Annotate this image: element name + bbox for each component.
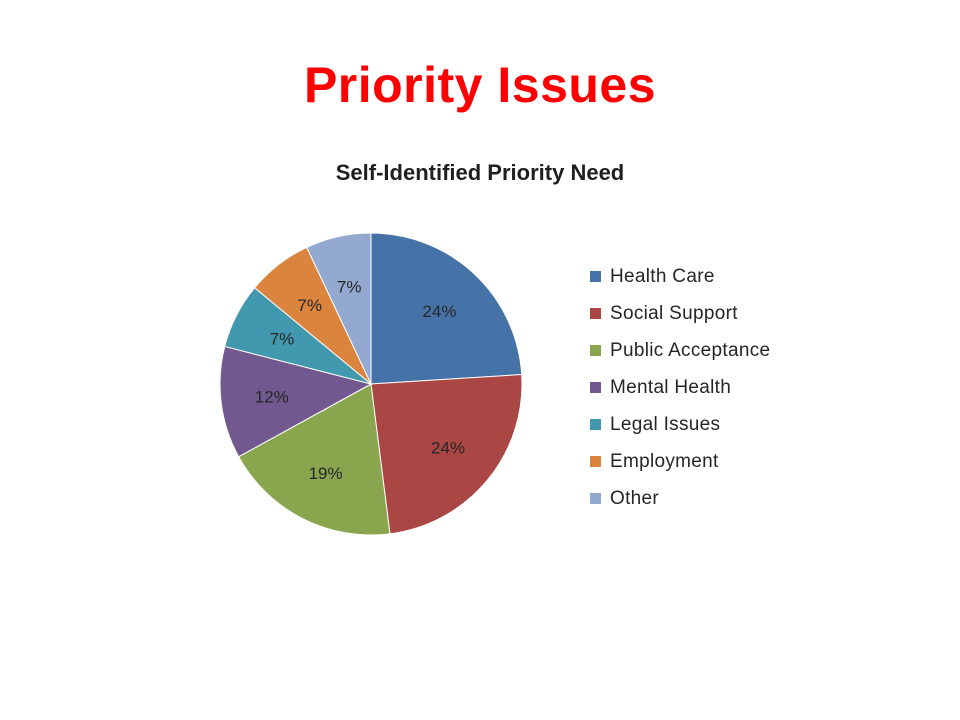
chart-title: Self-Identified Priority Need (335, 160, 625, 185)
legend-swatch (590, 493, 601, 504)
legend-label: Public Acceptance (610, 339, 771, 361)
data-label-social-support: 24% (431, 439, 465, 458)
legend-swatch (590, 308, 601, 319)
legend-item-employment: Employment (590, 443, 770, 480)
pie-slice-public-acceptance (238, 383, 391, 536)
legend-label: Other (610, 487, 660, 509)
legend-label: Health Care (610, 265, 715, 287)
slide-title: Priority Issues (303, 57, 657, 113)
legend-label: Legal Issues (610, 413, 721, 435)
data-label-health-care: 24% (422, 302, 456, 321)
chart-legend: Health Care Social Support Public Acceptan… (590, 258, 770, 517)
pie-slice-health-care (370, 232, 523, 385)
legend-swatch (590, 456, 601, 467)
legend-item-legal-issues: Legal Issues (590, 406, 770, 443)
pie-slices (219, 232, 523, 536)
legend-item-mental-health: Mental Health (590, 369, 770, 406)
data-label-legal-issues: 7% (270, 330, 295, 349)
legend-item-public-acceptance: Public Acceptance (590, 332, 770, 369)
data-label-public-acceptance: 19% (309, 464, 343, 483)
data-label-other: 7% (337, 277, 362, 296)
pie-slice-social-support (370, 373, 523, 535)
legend-item-other: Other (590, 480, 770, 517)
pie-slice-mental-health (219, 345, 373, 458)
pie-data-labels: 24%24%19%12%7%7%7% (255, 277, 465, 483)
legend-swatch (590, 345, 601, 356)
legend-label: Social Support (610, 302, 738, 324)
data-label-mental-health: 12% (255, 388, 289, 407)
legend-swatch (590, 419, 601, 430)
legend-swatch (590, 382, 601, 393)
data-label-employment: 7% (297, 296, 322, 315)
legend-item-health-care: Health Care (590, 258, 770, 295)
legend-label: Mental Health (610, 376, 732, 398)
pie-slice-other (306, 232, 372, 385)
legend-item-social-support: Social Support (590, 295, 770, 332)
legend-label: Employment (610, 450, 719, 472)
legend-swatch (590, 271, 601, 282)
